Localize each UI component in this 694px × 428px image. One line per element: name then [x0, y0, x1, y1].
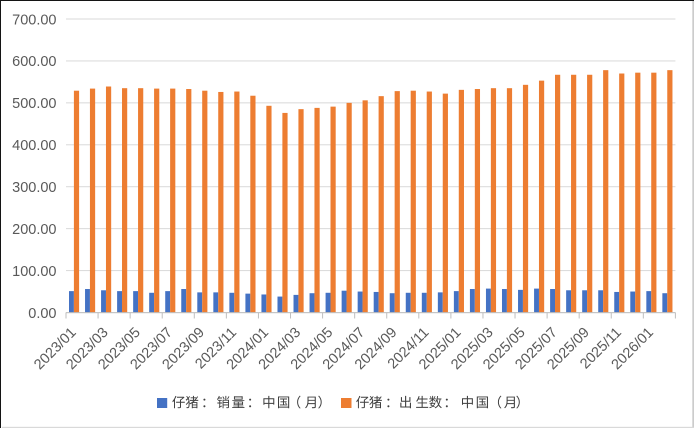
svg-text:700.00: 700.00	[12, 12, 56, 28]
svg-text:600.00: 600.00	[12, 54, 56, 70]
svg-text:100.00: 100.00	[12, 264, 56, 280]
svg-text:500.00: 500.00	[12, 96, 56, 112]
svg-text:0.00: 0.00	[28, 306, 56, 322]
svg-text:400.00: 400.00	[12, 138, 56, 154]
svg-text:300.00: 300.00	[12, 180, 56, 196]
svg-text:200.00: 200.00	[12, 222, 56, 238]
